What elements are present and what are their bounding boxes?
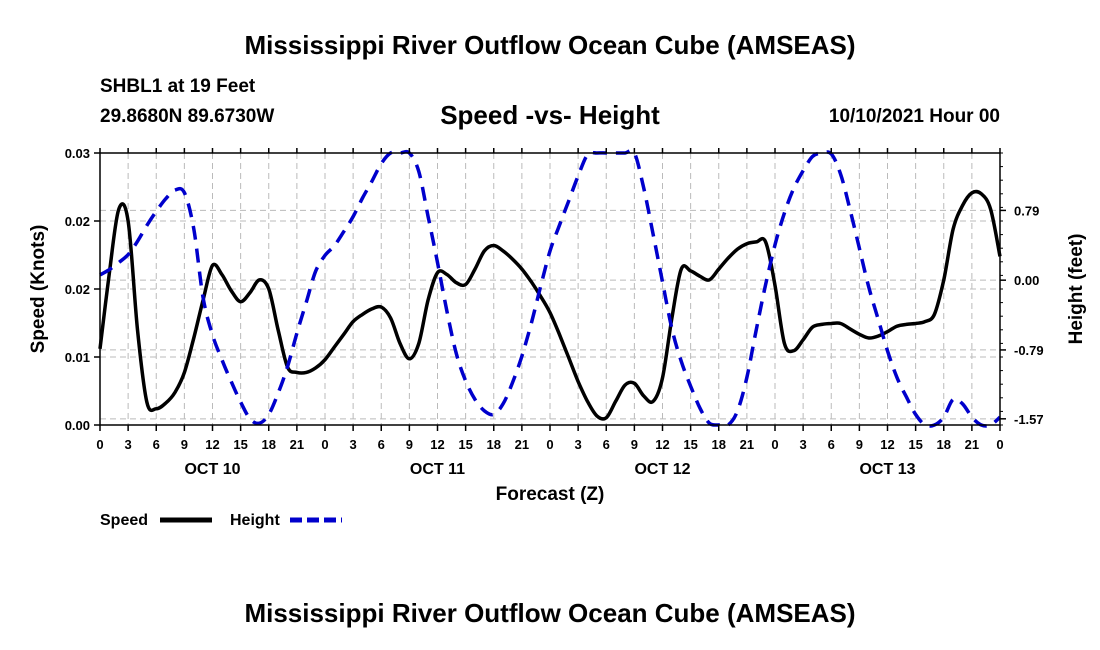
- x-tick-label: 9: [406, 437, 413, 452]
- x-tick-label: 18: [262, 437, 276, 452]
- x-tick-label: 15: [683, 437, 697, 452]
- y-tick-label: 0.02: [65, 214, 90, 229]
- y-tick-label: 0.03: [65, 146, 90, 161]
- legend-label-speed: Speed: [100, 512, 148, 529]
- station-coordinates: 29.8680N 89.6730W: [100, 106, 275, 127]
- x-tick-label: 9: [631, 437, 638, 452]
- y2-tick-label: 0.79: [1014, 203, 1039, 218]
- y-tick-label: 0.02: [65, 282, 90, 297]
- x-tick-label: 9: [856, 437, 863, 452]
- legend: Speed Height: [100, 512, 342, 529]
- x-tick-label: 6: [603, 437, 610, 452]
- chart-main-title: Mississippi River Outflow Ocean Cube (AM…: [244, 30, 856, 60]
- x-tick-label: 0: [546, 437, 553, 452]
- x-tick-label: 12: [430, 437, 444, 452]
- x-tick-label: 0: [771, 437, 778, 452]
- x-tick-label: 12: [205, 437, 219, 452]
- x-day-label: OCT 11: [410, 461, 465, 478]
- x-tick-label: 0: [96, 437, 103, 452]
- x-tick-label: 6: [153, 437, 160, 452]
- chart-footer-title: Mississippi River Outflow Ocean Cube (AM…: [244, 598, 856, 628]
- y-axis-label: Speed (Knots): [28, 225, 49, 354]
- x-tick-label: 0: [321, 437, 328, 452]
- x-tick-label: 12: [655, 437, 669, 452]
- x-tick-label: 6: [828, 437, 835, 452]
- chart-subtitle: Speed -vs- Height: [440, 100, 660, 130]
- y-tick-label: 0.00: [65, 418, 90, 433]
- x-tick-label: 15: [233, 437, 247, 452]
- x-tick-label: 6: [378, 437, 385, 452]
- y2-axis-label: Height (feet): [1066, 234, 1087, 345]
- x-tick-label: 21: [515, 437, 529, 452]
- x-tick-label: 21: [740, 437, 754, 452]
- x-day-label: OCT 12: [634, 461, 690, 478]
- x-tick-label: 12: [880, 437, 894, 452]
- x-tick-label: 0: [996, 437, 1003, 452]
- grid: [100, 153, 1000, 425]
- x-tick-label: 15: [458, 437, 472, 452]
- x-tick-label: 3: [575, 437, 582, 452]
- x-tick-label: 15: [908, 437, 922, 452]
- series-line-speed: [98, 189, 1002, 421]
- x-day-label: OCT 10: [184, 461, 240, 478]
- x-tick-label: 18: [487, 437, 501, 452]
- y2-tick-label: -1.57: [1014, 412, 1044, 427]
- series-layer: [98, 148, 1002, 428]
- y-tick-label: 0.01: [65, 350, 90, 365]
- axes: 0.00 0.01 0.02 0.02 0.03 -1.57 -0.79 0.00 0.79 0 3…: [65, 146, 1044, 478]
- x-day-label: OCT 13: [859, 461, 915, 478]
- series-line-height: [99, 148, 1002, 428]
- y2-tick-label: -0.79: [1014, 343, 1044, 358]
- x-tick-label: 3: [350, 437, 357, 452]
- x-tick-label: 18: [712, 437, 726, 452]
- x-tick-label: 21: [965, 437, 979, 452]
- y2-tick-label: 0.00: [1014, 273, 1039, 288]
- x-tick-label: 3: [125, 437, 132, 452]
- x-axis-label: Forecast (Z): [496, 484, 605, 505]
- x-tick-label: 9: [181, 437, 188, 452]
- legend-label-height: Height: [230, 512, 280, 529]
- forecast-datetime: 10/10/2021 Hour 00: [828, 106, 1000, 127]
- station-label: SHBL1 at 19 Feet: [100, 76, 256, 97]
- x-tick-label: 21: [290, 437, 304, 452]
- x-tick-label: 3: [800, 437, 807, 452]
- x-tick-label: 18: [937, 437, 951, 452]
